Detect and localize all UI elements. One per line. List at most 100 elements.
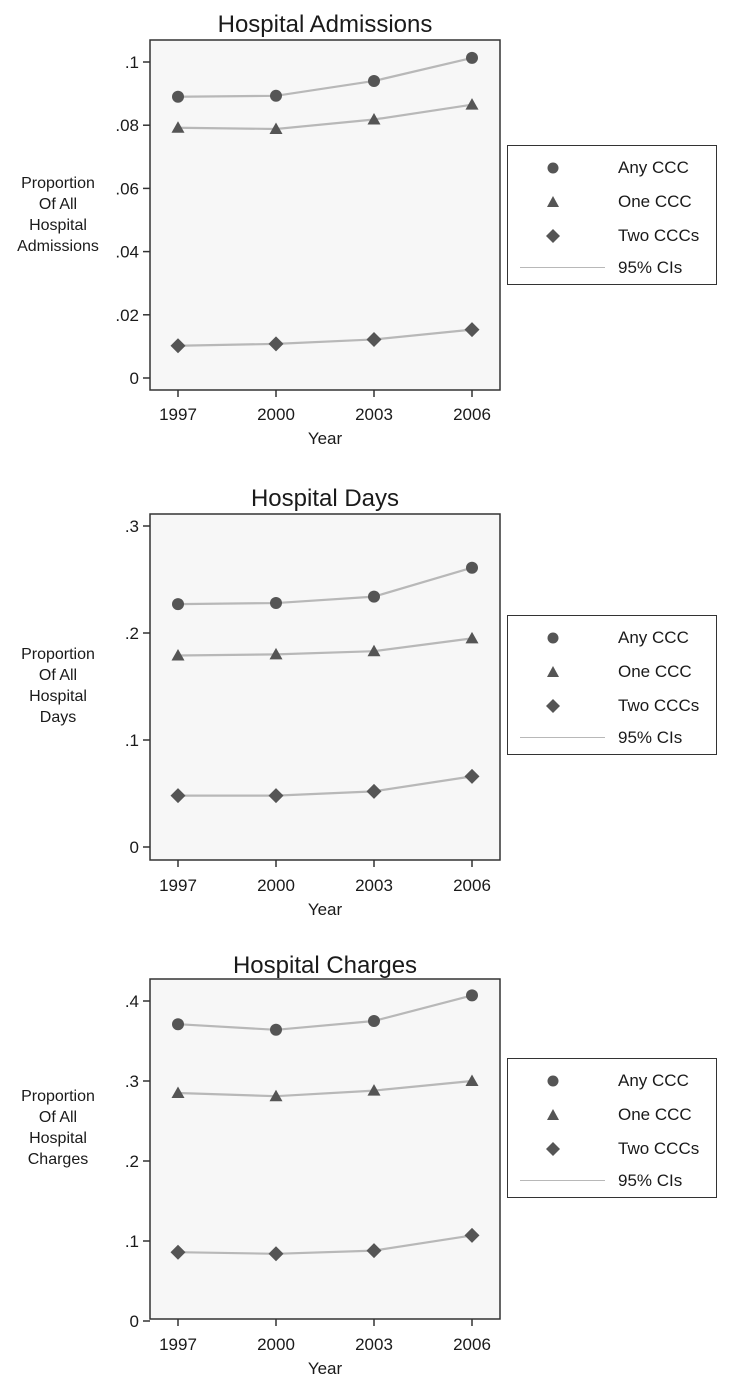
y-axis-label: Proportion Of All Hospital Charges (21, 1088, 95, 1168)
y-tick-label: .04 (115, 243, 139, 262)
data-point-triangle (269, 647, 283, 660)
plot-area (149, 978, 501, 1320)
diamond-marker-icon (546, 699, 560, 713)
data-point-triangle (367, 113, 381, 125)
legend-item-any-ccc: Any CCC (508, 155, 718, 181)
x-tick-label: 1997 (159, 876, 197, 895)
legend-item-one-ccc: One CCC (508, 659, 718, 685)
data-point-triangle (171, 121, 185, 133)
legend-item-one-ccc: One CCC (508, 1102, 718, 1128)
circle-marker-icon (547, 632, 559, 644)
y-tick-label: 0 (130, 1312, 139, 1331)
x-tick-label: 2006 (453, 876, 491, 895)
x-tick-label: 1997 (159, 1335, 197, 1354)
data-point-circle (466, 561, 478, 574)
data-point-triangle (465, 631, 479, 644)
x-tick-label: 1997 (159, 405, 197, 424)
plot-area (149, 39, 501, 391)
data-point-diamond (170, 788, 186, 804)
legend-item-ci: 95% CIs (508, 1168, 718, 1194)
legend-label: 95% CIs (618, 728, 683, 747)
legend-label: One CCC (618, 1105, 692, 1124)
data-point-circle (466, 989, 478, 1002)
data-point-diamond (366, 1243, 382, 1259)
triangle-marker-icon (547, 666, 559, 677)
diamond-marker-icon (546, 1142, 560, 1156)
chart-panel-admissions: Hospital Admissions 0 .02 .04 .06 .08 .1 1997 20… (0, 0, 731, 460)
data-point-circle (270, 1023, 282, 1036)
y-tick-label: .1 (125, 53, 139, 72)
y-tick-label: .06 (115, 179, 139, 198)
legend-item-ci: 95% CIs (508, 725, 718, 751)
data-point-diamond (268, 336, 284, 352)
ci-line-icon (520, 737, 605, 738)
x-axis-label: Year (308, 429, 343, 448)
legend-label: One CCC (618, 662, 692, 681)
data-point-triangle (465, 98, 479, 110)
data-point-triangle (465, 1074, 479, 1086)
legend-label: Two CCCs (618, 226, 700, 245)
legend-item-any-ccc: Any CCC (508, 625, 718, 651)
legend-label: Any CCC (618, 628, 689, 647)
data-point-circle (172, 598, 184, 611)
y-tick-label: .3 (125, 517, 139, 536)
y-axis-label: Proportion Of All Hospital Days (21, 646, 95, 726)
data-point-circle (270, 89, 282, 102)
y-tick-label: .1 (125, 1232, 139, 1251)
x-axis-label: Year (308, 900, 343, 919)
ci-line-icon (520, 1180, 605, 1181)
legend-item-two-cccs: Two CCCs (508, 223, 718, 249)
y-tick-label: .3 (125, 1072, 139, 1091)
series-line (177, 103, 473, 131)
y-tick-label: .4 (125, 992, 139, 1011)
y-tick-label: 0 (130, 838, 139, 857)
series-line (177, 994, 473, 1031)
data-point-diamond (268, 788, 284, 804)
x-axis-label: Year (308, 1359, 343, 1378)
data-point-triangle (171, 1086, 185, 1098)
x-tick-label: 2006 (453, 1335, 491, 1354)
data-point-triangle (367, 644, 381, 657)
x-tick-label: 2003 (355, 405, 393, 424)
data-point-circle (466, 51, 478, 64)
x-tick-label: 2000 (257, 405, 295, 424)
legend-item-two-cccs: Two CCCs (508, 1136, 718, 1162)
diamond-marker-icon (546, 229, 560, 243)
x-tick-label: 2000 (257, 1335, 295, 1354)
legend-item-two-cccs: Two CCCs (508, 693, 718, 719)
legend-item-ci: 95% CIs (508, 255, 718, 281)
series-line (177, 1079, 473, 1098)
circle-marker-icon (547, 162, 559, 174)
x-tick-label: 2006 (453, 405, 491, 424)
legend-label: Two CCCs (618, 1139, 700, 1158)
legend-label: 95% CIs (618, 1171, 683, 1190)
chart-panel-days: Hospital Days 0 .1 .2 .3 1997 2000 2003 2006 Year… (0, 470, 731, 930)
triangle-marker-icon (547, 1109, 559, 1120)
x-tick-label: 2003 (355, 876, 393, 895)
data-point-circle (270, 597, 282, 610)
data-point-triangle (269, 1089, 283, 1102)
y-tick-label: .2 (125, 624, 139, 643)
legend: Any CCC One CCC Two CCCs 95% CIs (507, 145, 717, 285)
legend: Any CCC One CCC Two CCCs 95% CIs (507, 615, 717, 755)
data-point-diamond (170, 1244, 186, 1260)
y-tick-label: .08 (115, 116, 139, 135)
data-point-diamond (268, 1246, 284, 1262)
chart-svg-charges: Hospital Charges 0 .1 .2 .3 .4 1997 2000 2003 200… (125, 952, 501, 1378)
data-point-diamond (366, 331, 382, 347)
legend: Any CCC One CCC Two CCCs 95% CIs (507, 1058, 717, 1198)
data-point-diamond (464, 768, 480, 784)
chart-title: Hospital Days (251, 485, 399, 512)
data-point-triangle (269, 122, 283, 134)
data-point-triangle (171, 648, 185, 661)
data-point-diamond (464, 1227, 480, 1243)
legend-label: Any CCC (618, 1071, 689, 1090)
data-point-diamond (366, 783, 382, 799)
legend-label: Any CCC (618, 158, 689, 177)
series-line (177, 566, 473, 606)
series-line (177, 637, 473, 657)
y-tick-label: 0 (130, 369, 139, 388)
x-tick-label: 2003 (355, 1335, 393, 1354)
circle-marker-icon (547, 1075, 559, 1087)
series-line (178, 775, 473, 797)
